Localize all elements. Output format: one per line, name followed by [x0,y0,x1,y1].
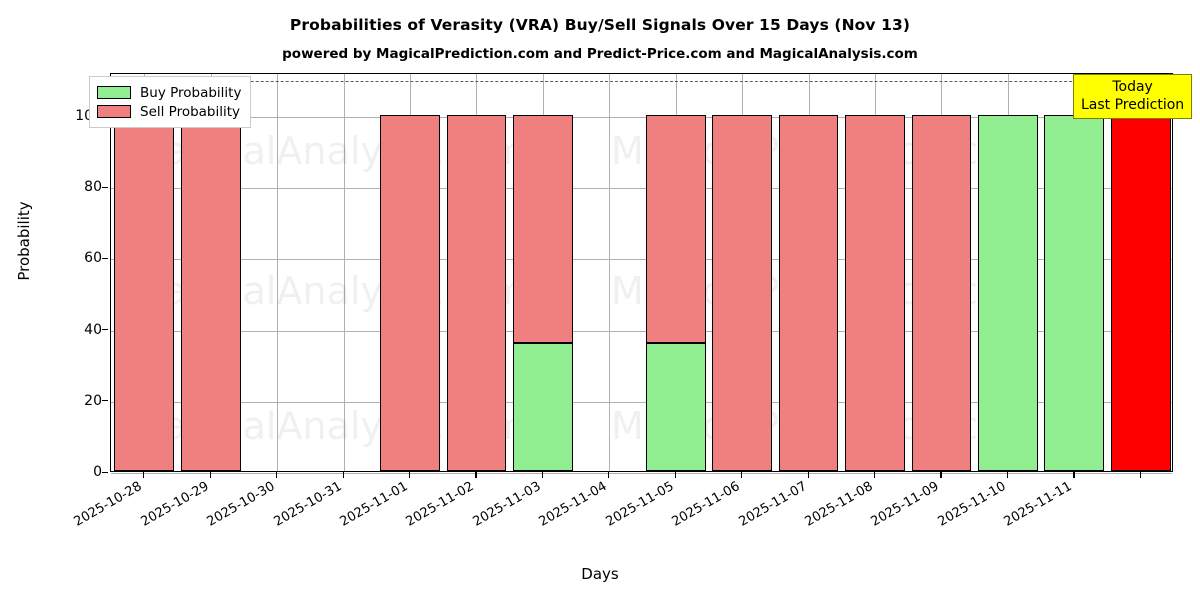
plot-area: MagicalAnalysis.comMagicalPrediction.com… [110,73,1173,474]
bar-segment [645,342,706,471]
x-axis-tick-label: 2025-11-07 [736,479,810,530]
bar-group [645,72,706,471]
y-axis-tick-label: 20 [84,392,102,409]
bar-segment [512,114,573,343]
gridline-vertical [277,74,279,471]
x-axis-tick-marks [110,472,1173,479]
gridline-horizontal [111,188,1172,189]
y-axis-label: Probability [15,201,33,281]
y-axis-tick-label: 60 [84,250,102,267]
reference-line-layer [111,74,1172,471]
x-axis-tick-mark [674,472,676,478]
bar-segment [180,114,241,471]
y-axis-tick-mark [102,471,108,473]
x-axis-tick-mark [342,472,344,478]
x-axis-tick-mark [1073,472,1075,478]
legend-item[interactable]: Buy Probability [97,83,241,102]
x-axis-tick-label: 2025-10-29 [138,479,212,530]
bar-group [712,72,773,471]
x-axis-tick-label: 2025-11-06 [669,479,743,530]
reference-dashed-line [111,81,1172,83]
today-annotation-line1: Today [1112,79,1153,95]
x-axis-tick-label: 2025-11-01 [337,479,411,530]
x-axis-tick-mark [276,472,278,478]
x-axis-tick-mark [608,472,610,478]
x-axis-tick-label: 2025-11-05 [603,479,677,530]
x-axis-tick-mark [741,472,743,478]
chart-legend: Buy Probability Sell Probability [89,76,252,128]
bar-segment [380,114,440,471]
x-axis-tick-mark [807,472,809,478]
gridline-horizontal [111,330,1172,332]
x-axis-tick-mark [209,472,211,478]
bar-segment [512,342,573,471]
bar-group [778,72,839,471]
chart-title: Probabilities of Verasity (VRA) Buy/Sell… [289,16,911,34]
x-axis-tick-label: 2025-11-03 [470,479,544,530]
bar-group [380,72,440,471]
bar-group [512,72,573,471]
x-axis-tick-mark [874,472,876,478]
y-axis-tick-label: 40 [84,321,102,338]
today-annotation-line2: Last Prediction [1081,97,1185,113]
bar-segment [712,114,773,471]
bar-segment [446,114,507,471]
x-axis-tick-label: 2025-11-08 [802,479,876,530]
bar-segment [114,114,175,471]
legend-swatch-sell [97,105,131,118]
bar-segment [911,114,972,471]
gridline-vertical [609,74,611,471]
bar-group [114,72,175,471]
x-axis-tick-label: 2025-11-11 [1001,479,1075,530]
x-axis-tick-label: 2025-10-30 [204,479,278,530]
bar-group [1110,72,1171,471]
bar-group [446,72,507,471]
legend-label: Buy Probability [140,84,242,101]
y-axis-tick-label: 0 [93,464,102,480]
x-axis-tick-mark [940,472,942,478]
gridline-horizontal [111,116,1172,118]
bar-segment [978,114,1038,471]
x-axis-tick-mark [408,472,411,478]
bar-group [911,72,972,471]
chart-subtitle: powered by MagicalPrediction.com and Pre… [282,46,918,62]
x-axis-tick-labels: 2025-10-28 2025-10-29 2025-10-30 2025-10-31… [72,479,1173,559]
legend-swatch-buy [97,86,131,99]
legend-item[interactable]: Sell Probability [97,102,241,121]
y-axis-tick-mark [102,400,108,402]
bar-segment [845,114,905,471]
y-axis-tick-mark [102,186,108,188]
bar-segment [778,114,839,471]
gridline-vertical [343,74,345,471]
y-axis-tick-mark [102,257,108,259]
x-axis-tick-label: 2025-11-10 [935,479,1009,530]
bar-segment [645,114,706,343]
x-axis-tick-label: 2025-10-28 [71,479,145,530]
x-axis-tick-label: 2025-11-04 [536,479,610,530]
y-axis-tick-mark [102,329,108,331]
x-axis-tick-label: 2025-11-09 [869,479,942,530]
gridline-horizontal [111,401,1172,403]
x-axis-tick-mark [143,472,145,478]
x-axis-tick-label: 2025-10-31 [271,479,345,530]
today-annotation: Today Last Prediction [1073,74,1193,119]
bar-segment [1044,114,1105,471]
x-axis-label: Days [581,565,619,583]
x-axis-tick-mark [475,472,477,478]
gridline-horizontal [111,259,1172,261]
gridline-horizontal [111,473,1172,474]
x-axis-tick-mark [1139,472,1141,478]
bar-group [978,72,1038,471]
bar-segment [1110,114,1171,471]
bar-group [1044,72,1105,471]
x-axis-tick-mark [541,472,544,478]
y-axis-tick-label: 80 [84,179,102,195]
bar-group [845,72,905,471]
x-axis-tick-mark [1006,472,1009,478]
legend-label: Sell Probability [140,103,241,120]
x-axis-tick-label: 2025-11-02 [403,479,477,530]
bar-group [180,72,241,471]
bars-layer [111,74,1172,471]
